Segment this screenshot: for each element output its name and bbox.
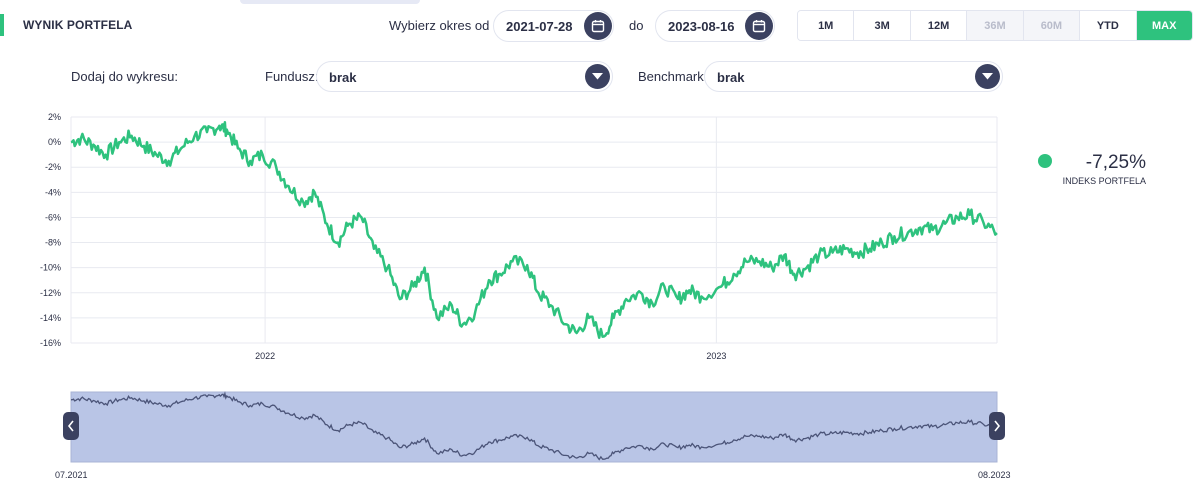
y-tick-label: -6% (45, 212, 61, 222)
date-to-value: 2023-08-16 (668, 19, 735, 34)
date-from-value: 2021-07-28 (506, 19, 573, 34)
benchmark-select[interactable]: brak (704, 61, 1003, 92)
range-button-12m[interactable]: 12M (910, 11, 968, 40)
y-tick-label: -10% (40, 263, 61, 273)
chevron-down-icon[interactable] (975, 64, 1000, 89)
legend-label: INDEKS PORTFELA (1062, 176, 1146, 186)
range-button-ytd[interactable]: YTD (1080, 11, 1137, 40)
y-tick-label: 0% (48, 137, 61, 147)
navigator-end-label: 08.2023 (978, 470, 1011, 480)
legend-marker (1038, 154, 1052, 168)
y-tick-label: -2% (45, 162, 61, 172)
fund-label: Fundusz: (265, 69, 319, 84)
range-selector: 1M 3M 12M 36M 60M YTD MAX (797, 10, 1193, 41)
fund-select[interactable]: brak (316, 61, 613, 92)
calendar-icon[interactable] (745, 12, 773, 40)
range-button-60m: 60M (1023, 11, 1081, 40)
navigator-start-label: 07.2021 (55, 470, 88, 480)
portfolio-line-chart: 2% 0% -2% -4% -6% -8% -10% -12% -14% -16% 2022 2023 (40, 112, 998, 361)
navigator-chart[interactable] (0, 380, 1010, 470)
section-accent-bar (0, 14, 4, 36)
chevron-left-icon (67, 420, 74, 432)
range-button-max[interactable]: MAX (1136, 11, 1192, 40)
y-tick-label: 2% (48, 112, 61, 122)
handle-body (63, 412, 79, 440)
series-line-indeks-portfela (70, 121, 998, 339)
add-to-chart-label: Dodaj do wykresu: (71, 69, 178, 84)
y-tick-label: -4% (45, 187, 61, 197)
range-button-3m[interactable]: 3M (854, 11, 911, 40)
y-tick-label: -12% (40, 288, 61, 298)
date-from-field[interactable]: 2021-07-28 (493, 10, 614, 42)
date-to-field[interactable]: 2023-08-16 (655, 10, 775, 42)
y-tick-label: -16% (40, 338, 61, 348)
y-tick-label: -8% (45, 238, 61, 248)
y-tick-label: -14% (40, 313, 61, 323)
range-button-36m: 36M (967, 11, 1024, 40)
date-to-label: do (629, 18, 644, 33)
period-label: Wybierz okres od (389, 18, 490, 33)
handle-body (989, 412, 1005, 440)
navigator-selection (70, 391, 998, 463)
top-shadow-decoration (240, 0, 420, 4)
calendar-icon[interactable] (584, 12, 612, 40)
page-title: WYNIK PORTFELA (23, 18, 133, 32)
navigator-handle-left[interactable] (63, 412, 79, 440)
fund-select-value: brak (329, 70, 357, 85)
navigator-handle-right[interactable] (989, 412, 1005, 440)
x-tick-label: 2023 (706, 351, 726, 361)
benchmark-label: Benchmark: (638, 69, 708, 84)
range-button-1m[interactable]: 1M (798, 11, 855, 40)
navigator-series-line (70, 391, 998, 461)
chevron-down-icon[interactable] (585, 64, 610, 89)
x-tick-label: 2022 (255, 351, 275, 361)
legend-value: -7,25% (1085, 152, 1146, 173)
chevron-right-icon (994, 420, 1001, 432)
benchmark-select-value: brak (717, 70, 745, 85)
